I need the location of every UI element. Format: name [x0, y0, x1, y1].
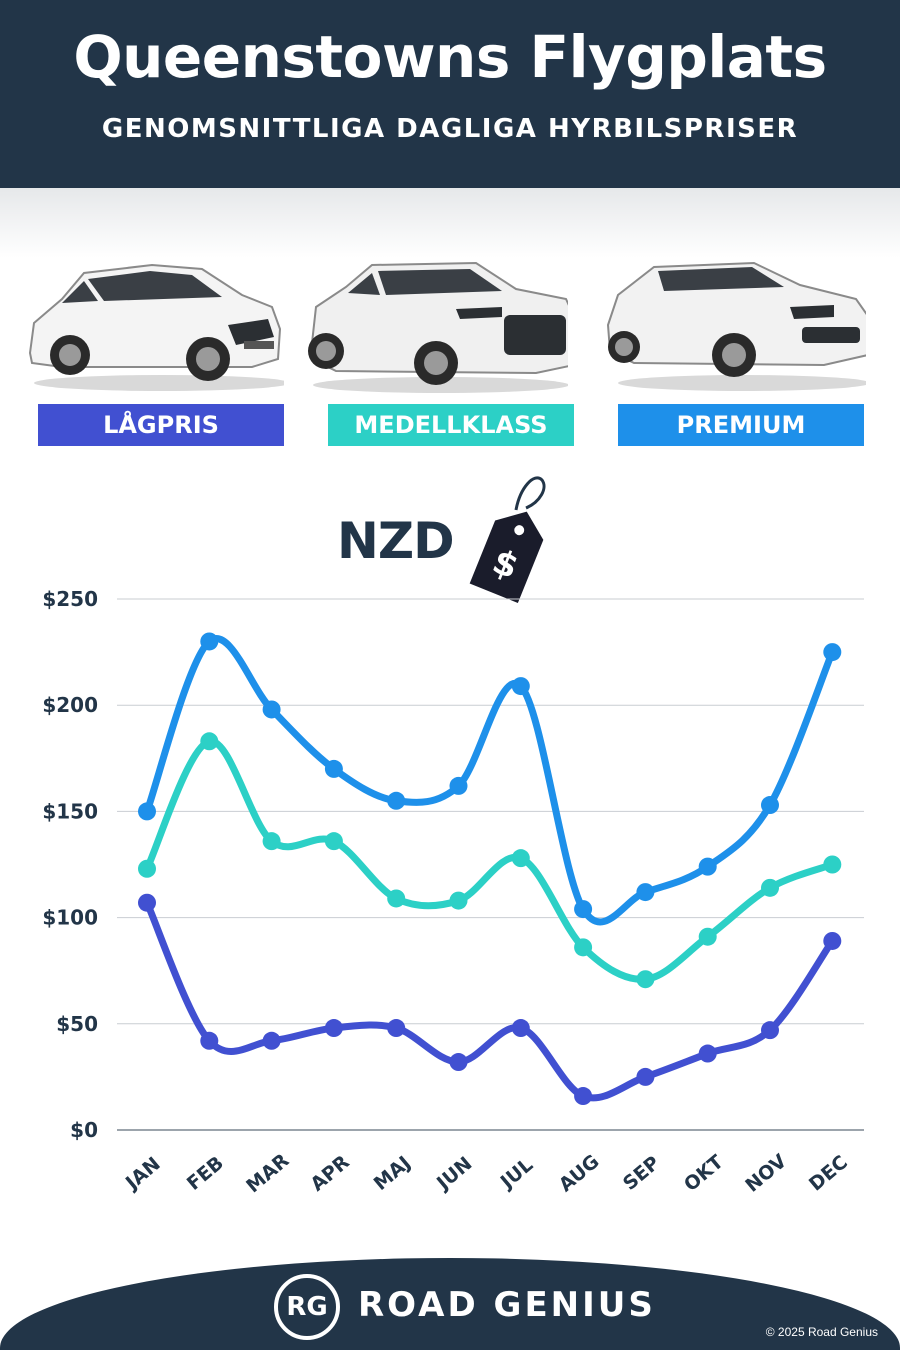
data-point	[387, 1019, 406, 1038]
data-point	[262, 832, 281, 851]
x-tick-label: APR	[306, 1151, 354, 1196]
brand-name: ROAD GENIUS	[358, 1285, 656, 1325]
x-tick-label: NOV	[741, 1150, 791, 1197]
y-tick-label: $200	[42, 693, 98, 717]
hatchback-car-image	[28, 263, 284, 391]
data-point	[324, 759, 343, 778]
data-point	[449, 776, 468, 795]
data-point	[698, 1044, 717, 1063]
data-point	[761, 1021, 779, 1040]
data-point	[636, 1067, 655, 1086]
data-point	[574, 1087, 593, 1106]
x-tick-label: JUN	[431, 1153, 476, 1196]
data-point	[511, 677, 530, 696]
data-point	[262, 700, 281, 719]
data-point	[698, 857, 717, 876]
data-point	[574, 938, 593, 957]
premium-suv-car-image	[606, 261, 866, 391]
data-point	[636, 883, 655, 902]
data-point	[262, 1031, 281, 1050]
data-point	[636, 970, 655, 989]
data-point	[324, 1019, 343, 1038]
data-point	[387, 889, 406, 908]
y-tick-label: $100	[42, 906, 98, 930]
copyright-text: © 2025 Road Genius	[765, 1325, 878, 1339]
data-point	[761, 796, 779, 815]
data-point	[138, 893, 156, 912]
suv-car-image	[308, 261, 568, 393]
x-tick-label: MAR	[242, 1149, 293, 1197]
price-line-chart: $0 $50 $100 $150 $200 $250 JAN FEB MAR APR MAJ JUN…	[42, 587, 864, 1197]
category-badge-midsize: MEDELLKLASS	[328, 404, 574, 446]
data-point	[823, 643, 842, 662]
data-point	[449, 1053, 468, 1072]
data-point	[200, 632, 219, 651]
data-point	[324, 832, 343, 851]
data-point	[511, 1019, 530, 1038]
y-tick-label: $250	[42, 587, 98, 611]
y-tick-label: $50	[56, 1012, 98, 1036]
header-fade	[0, 188, 900, 258]
x-tick-label: JAN	[120, 1153, 165, 1195]
data-point	[823, 931, 842, 950]
x-tick-label: OKT	[680, 1151, 728, 1196]
series-line-2	[143, 899, 836, 1102]
data-point	[200, 732, 219, 751]
header: Queenstowns Flygplats GENOMSNITTLIGA DAG…	[0, 0, 900, 188]
price-tag-icon: $	[469, 476, 546, 603]
series-line-1	[143, 737, 836, 983]
page-title: Queenstowns Flygplats	[73, 23, 827, 91]
data-point	[574, 900, 593, 919]
x-tick-label: SEP	[619, 1152, 664, 1195]
x-tick-label: FEB	[183, 1152, 228, 1195]
road-genius-logo: RG	[274, 1274, 340, 1340]
data-point	[449, 891, 468, 910]
data-point	[138, 802, 156, 821]
data-point	[761, 878, 779, 897]
data-point	[200, 1031, 219, 1050]
y-tick-label: $150	[42, 799, 98, 823]
data-point	[511, 849, 530, 868]
x-tick-label: DEC	[805, 1151, 852, 1195]
series-line-0	[143, 635, 836, 926]
data-point	[698, 927, 717, 946]
category-badge-premium: PREMIUM	[618, 404, 864, 446]
currency-label: NZD	[337, 512, 455, 570]
x-tick-label: AUG	[555, 1150, 604, 1196]
x-tick-label: JUL	[495, 1154, 537, 1194]
y-tick-label: $0	[70, 1118, 98, 1142]
category-badge-budget: LÅGPRIS	[38, 404, 284, 446]
page-subtitle: GENOMSNITTLIGA DAGLIGA HYRBILSPRISER	[101, 114, 799, 144]
data-point	[138, 859, 156, 878]
data-point	[387, 791, 406, 810]
x-tick-label: MAJ	[370, 1152, 415, 1195]
data-point	[823, 855, 842, 874]
